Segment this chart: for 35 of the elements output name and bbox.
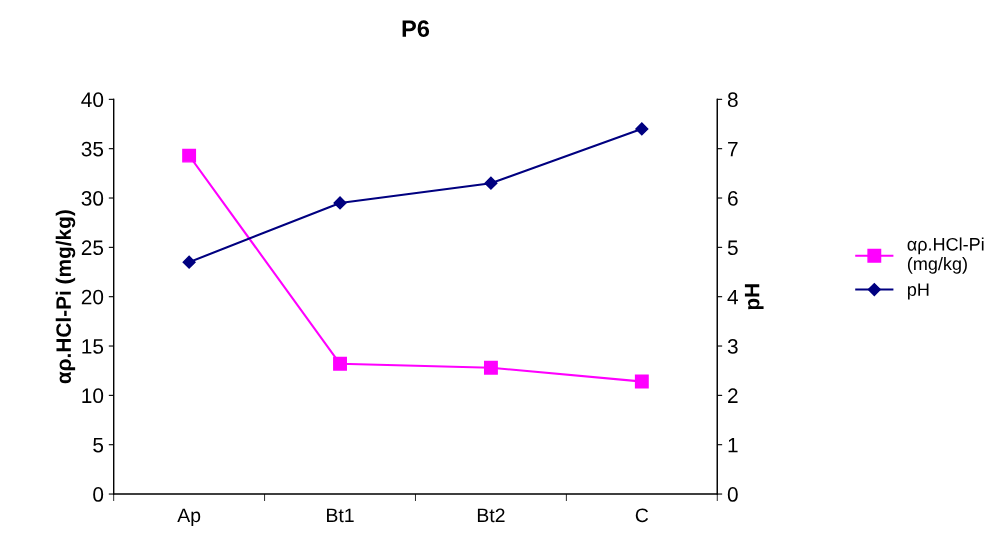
y2-tick-label: 1: [728, 437, 738, 453]
point: [634, 374, 649, 389]
y2-tick-label: 8: [727, 92, 738, 108]
x-tick-label: C: [635, 508, 649, 523]
point: [333, 196, 347, 210]
y-tick-label: 15: [82, 339, 104, 354]
y-tick-label: 20: [81, 289, 104, 305]
point: [333, 356, 347, 371]
y2-tick-label: 7: [728, 141, 738, 157]
y2-tick-label: 2: [728, 388, 738, 403]
y-tick-label: 35: [81, 141, 104, 157]
point: [484, 176, 498, 190]
y2-axis-title: pH: [744, 284, 764, 310]
point: [182, 255, 196, 269]
y-tick-label: 25: [81, 240, 104, 256]
y2-tick-label: 4: [727, 289, 738, 305]
y-axis-title: αρ.HCl-Pi (mg/kg): [55, 210, 76, 384]
y-tick-label: 40: [81, 92, 104, 108]
legend-label: αρ.HCl-Pi (mg/kg): [907, 237, 984, 274]
y-tick-label: 30: [81, 191, 104, 206]
y2-tick-label: 3: [727, 339, 738, 354]
x-tick-label: Bt1: [327, 508, 354, 523]
y2-tick-label: 6: [728, 191, 738, 206]
legend-label: pH: [907, 283, 929, 300]
chart-title: P6: [402, 20, 430, 38]
y2-tick-label: 0: [727, 487, 738, 502]
point: [182, 148, 197, 163]
y-tick-label: 10: [82, 388, 104, 404]
x-tick-label: Bt2: [477, 508, 505, 523]
y2-tick-label: 5: [727, 240, 738, 256]
y-tick-label: 0: [93, 487, 104, 502]
x-tick-label: Ap: [177, 508, 201, 527]
point: [635, 122, 649, 136]
point: [483, 360, 498, 375]
y-tick-label: 5: [93, 437, 104, 453]
